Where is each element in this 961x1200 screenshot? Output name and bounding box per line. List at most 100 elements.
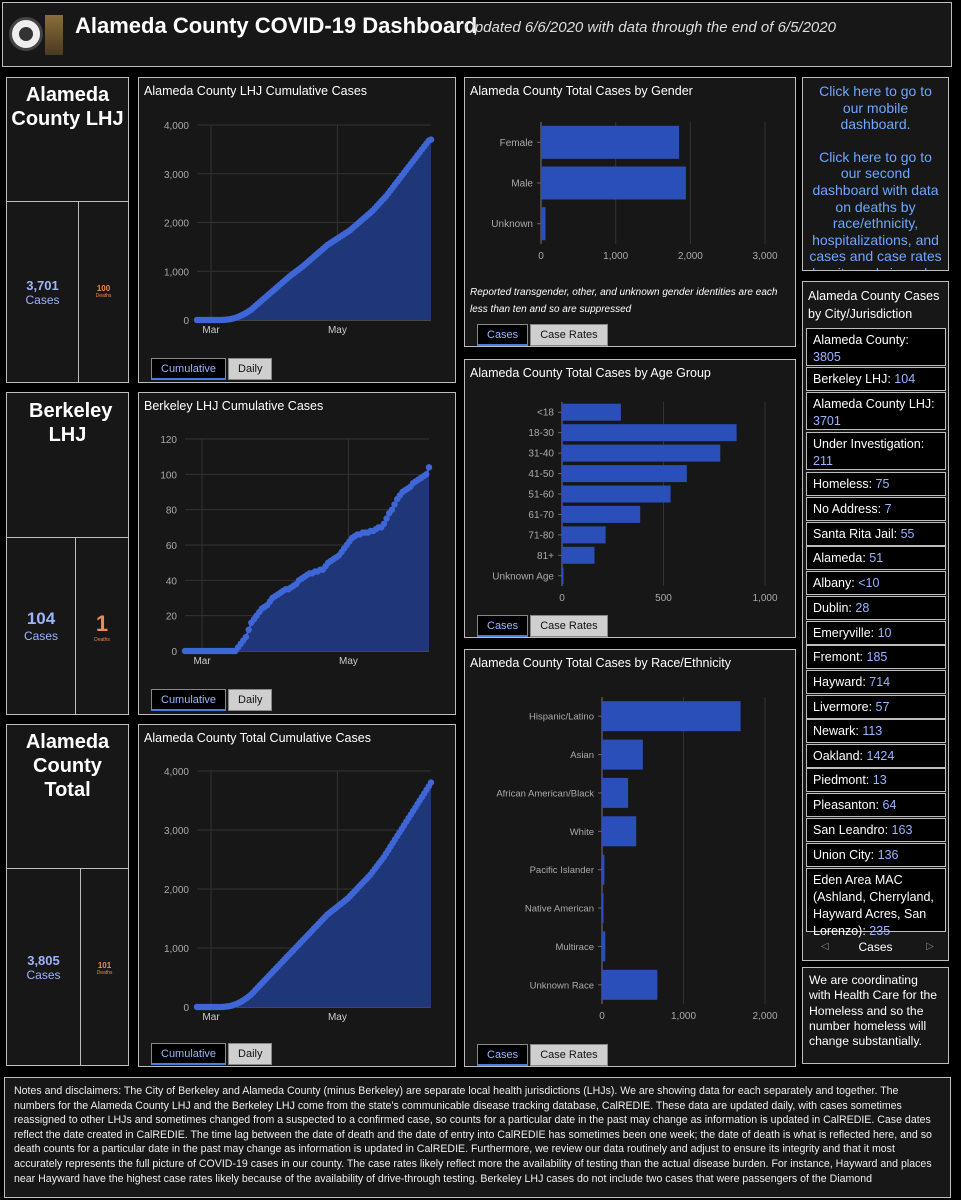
berkeley-cases-count: 104 [26, 609, 56, 628]
city-value: 104 [894, 372, 916, 386]
total-cumulative-chart: 0 1,000 2,000 3,000 4,000 Mar May [164, 767, 435, 1023]
category-label: Male [511, 179, 533, 190]
x-tick-label: 0 [538, 251, 544, 262]
city-label: Homeless: [813, 477, 873, 491]
tab-cases[interactable]: Cases [477, 615, 529, 637]
cities-title: Alameda County Cases by City/Jurisdictio… [808, 289, 940, 321]
total-cases-label: Cases [26, 968, 61, 982]
chart-title: Alameda County Total Cumulative Cases [144, 731, 371, 745]
city-value: 163 [891, 823, 913, 837]
city-item[interactable]: Emeryville: 10 [806, 621, 946, 645]
chart-title: Alameda County Total Cases by Gender [470, 84, 693, 98]
city-item[interactable]: Pleasanton: 64 [806, 793, 946, 817]
gender-bar-chart: 0 1,000 2,000 3,000 Female Male Unknown [491, 122, 778, 262]
tab-cumulative[interactable]: Cumulative [151, 1043, 227, 1065]
region-name: Alameda County LHJ [11, 84, 124, 130]
bar [602, 816, 637, 847]
bar [562, 485, 671, 503]
y-tick-label: 1,000 [164, 267, 189, 278]
second-dashboard-link[interactable]: Click here to go to our second dashboard… [809, 148, 942, 270]
age-chart-panel: Alameda County Total Cases by Age Group … [464, 359, 796, 638]
y-tick-label: 1,000 [164, 944, 189, 955]
city-item[interactable]: Union City: 136 [806, 843, 946, 867]
data-point [425, 464, 433, 471]
y-tick-label: 3,000 [164, 826, 189, 837]
y-tick-label: 3,000 [164, 170, 189, 181]
mobile-dashboard-link[interactable]: Click here to go to our mobile dashboard… [819, 83, 932, 133]
gender-note: Reported transgender, other, and unknown… [470, 287, 778, 315]
total-deaths-count: 101 [97, 961, 112, 970]
bar [602, 854, 605, 885]
city-item[interactable]: Dublin: 28 [806, 596, 946, 620]
y-tick-label: 4,000 [164, 121, 189, 132]
city-item[interactable]: San Leandro: 163 [806, 818, 946, 842]
y-tick-label: 60 [166, 541, 178, 552]
city-item[interactable]: Piedmont: 13 [806, 768, 946, 792]
bar [562, 444, 721, 462]
data-point [427, 779, 435, 786]
tab-case-rates[interactable]: Case Rates [530, 324, 608, 346]
bar [562, 505, 641, 523]
city-value: 55 [900, 527, 915, 541]
city-item[interactable]: Newark: 113 [806, 719, 946, 743]
area-fill [197, 782, 431, 1007]
cities-tab-cases[interactable]: Cases [858, 940, 893, 954]
city-item[interactable]: Eden Area MAC (Ashland, Cherryland, Hayw… [806, 868, 946, 938]
total-cumulative-chart-panel: Alameda County Total Cumulative Cases 0 1… [138, 724, 456, 1067]
tab-daily[interactable]: Daily [228, 1043, 273, 1065]
city-item[interactable]: Under Investigation: 211 [806, 432, 946, 470]
city-item[interactable]: Oakland: 1424 [806, 744, 946, 768]
region-title-lhj: Alameda County LHJ [6, 77, 129, 202]
category-label: 18-30 [528, 428, 554, 439]
city-item[interactable]: Albany: <10 [806, 571, 946, 595]
tab-cumulative[interactable]: Cumulative [151, 358, 227, 380]
bar [562, 526, 606, 544]
race-bar-chart: 0 1,000 2,000 Hispanic/Latino Asian African A… [496, 697, 778, 1022]
lhj-cumulative-chart: 0 1,000 2,000 3,000 4,000 Mar May [164, 121, 435, 336]
lhj-cases-label: Cases [25, 293, 60, 307]
x-tick-label: 1,000 [603, 251, 628, 262]
tab-cumulative[interactable]: Cumulative [151, 689, 227, 711]
x-tick-label: 3,000 [752, 251, 777, 262]
tab-cases[interactable]: Cases [477, 324, 529, 346]
x-tick-label: 500 [655, 593, 672, 604]
tab-case-rates[interactable]: Case Rates [530, 615, 608, 637]
bar [602, 701, 741, 732]
city-item[interactable]: Livermore: 57 [806, 695, 946, 719]
city-item[interactable]: Hayward: 714 [806, 670, 946, 694]
city-item[interactable]: Alameda County: 3805 [806, 328, 946, 366]
y-tick-label: 2,000 [164, 219, 189, 230]
city-item[interactable]: Alameda: 51 [806, 546, 946, 570]
city-label: Newark: [813, 724, 859, 738]
category-label: Unknown [491, 219, 533, 230]
city-value: 7 [884, 502, 892, 516]
city-item[interactable]: Homeless: 75 [806, 472, 946, 496]
total-deaths-label: Deaths [96, 970, 113, 976]
region-name: Berkeley LHJ [29, 400, 113, 446]
city-item[interactable]: Santa Rita Jail: 55 [806, 522, 946, 546]
tab-cases[interactable]: Cases [477, 1044, 529, 1066]
category-label: Unknown Race [530, 980, 594, 991]
y-tick-label: 0 [171, 647, 177, 658]
page-title: Alameda County COVID-19 Dashboard [75, 13, 478, 38]
city-item[interactable]: Fremont: 185 [806, 645, 946, 669]
berkeley-deaths-cell: 1 Deaths [75, 537, 129, 715]
city-value: 113 [862, 724, 883, 738]
lhj-cases-count: 3,701 [26, 278, 59, 293]
city-item[interactable]: Alameda County LHJ: 3701 [806, 392, 946, 430]
prev-page-icon[interactable]: ◁ [821, 941, 829, 952]
gender-chart-panel: Alameda County Total Cases by Gender 0 1,… [464, 77, 796, 347]
city-label: San Leandro: [813, 823, 889, 837]
city-label: Piedmont: [813, 773, 870, 787]
tab-daily[interactable]: Daily [228, 689, 273, 711]
berkeley-cumulative-chart-panel: Berkeley LHJ Cumulative Cases 0 20 40 60 80 1… [138, 392, 456, 715]
city-value: 136 [877, 848, 899, 862]
city-item[interactable]: No Address: 7 [806, 497, 946, 521]
city-label: Alameda: [813, 551, 866, 565]
tab-case-rates[interactable]: Case Rates [530, 1044, 608, 1066]
city-item[interactable]: Berkeley LHJ: 104 [806, 367, 946, 391]
next-page-icon[interactable]: ▷ [926, 941, 934, 952]
tab-daily[interactable]: Daily [228, 358, 273, 380]
city-value: 51 [869, 551, 884, 565]
logo-figure-icon [45, 15, 63, 55]
